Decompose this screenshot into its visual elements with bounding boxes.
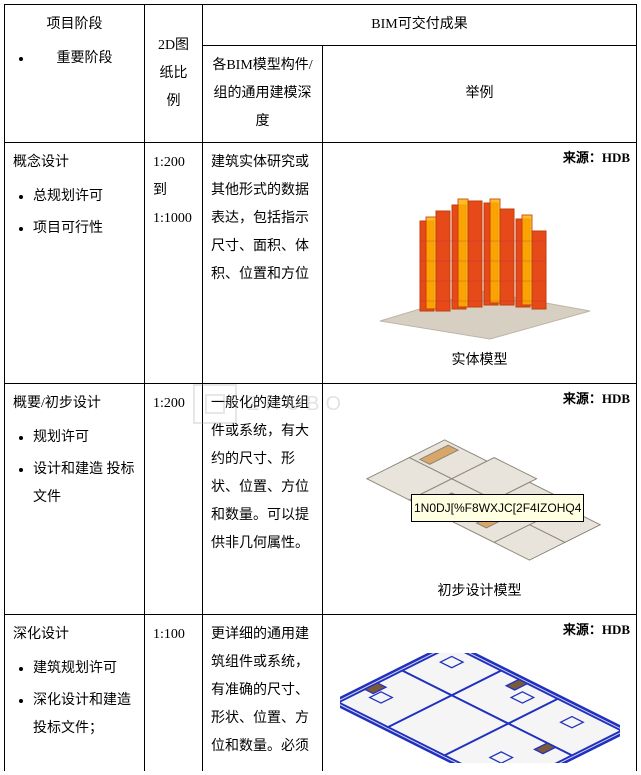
stage-bullet: 总规划许可 (33, 183, 136, 211)
stage-bullet: 规划许可 (33, 424, 136, 452)
table-row: 深化设计 建筑规划许可 深化设计和建造投标文件； 1:100 更详细的通用建筑组… (5, 615, 637, 772)
header-depth: 各BIM模型构件/组的通用建模深度 (203, 46, 323, 143)
desc-cell: 更详细的通用建筑组件或系统，有准确的尺寸、形状、位置、方位和数量。必须 (203, 615, 323, 772)
ratio-cell: 1:100 (145, 615, 203, 772)
header-stage-title: 项目阶段 (13, 11, 136, 39)
example-source: 来源：HDB (323, 384, 636, 418)
stage-bullets: 建筑规划许可 深化设计和建造投标文件； (13, 655, 136, 743)
stage-bullet: 深化设计和建造投标文件； (33, 687, 136, 743)
header-stage-bullet: 重要阶段 (33, 45, 136, 73)
example-cell: 来源：HDB (323, 615, 637, 772)
example-source: 来源：HDB (323, 615, 636, 649)
header-example: 举例 (323, 46, 637, 143)
stage-title: 概念设计 (13, 149, 136, 177)
stage-cell: 概念设计 总规划许可 项目可行性 (5, 143, 145, 384)
bim-deliverables-table: 项目阶段 重要阶段 2D图纸比例 BIM可交付成果 各BIM模型构件/组的通用建… (4, 4, 637, 771)
stage-bullet: 设计和建造 投标文件 (33, 456, 136, 512)
stage-cell: 概要/初步设计 规划许可 设计和建造 投标文件 (5, 384, 145, 615)
table-row: 概念设计 总规划许可 项目可行性 1:200到1:1000 建筑实体研究或其他形… (5, 143, 637, 384)
header-row-1: 项目阶段 重要阶段 2D图纸比例 BIM可交付成果 (5, 5, 637, 46)
header-stage: 项目阶段 重要阶段 (5, 5, 145, 143)
header-bim-span: BIM可交付成果 (203, 5, 637, 46)
example-caption: 初步设计模型 (331, 578, 628, 606)
tooltip: 1N0DJ[%F8WXJC[2F4IZOHQ4 (411, 494, 584, 522)
stage-bullets: 总规划许可 项目可行性 (13, 183, 136, 243)
header-ratio: 2D图纸比例 (145, 5, 203, 143)
ratio-cell: 1:200到1:1000 (145, 143, 203, 384)
desc-cell: ZHUBO 一般化的建筑组件或系统，有大约的尺寸、形状、位置、方位和数量。可以提… (203, 384, 323, 615)
example-cell: 来源：HDB 1N0DJ[%F8WXJC[2F4IZOHQ4 (323, 384, 637, 615)
desc-text: 一般化的建筑组件或系统，有大约的尺寸、形状、位置、方位和数量。可以提供非几何属性… (211, 396, 309, 551)
example-caption: 实体模型 (331, 347, 628, 375)
stage-bullets: 规划许可 设计和建造 投标文件 (13, 424, 136, 512)
stage-title: 深化设计 (13, 621, 136, 649)
example-cell: 来源：HDB (323, 143, 637, 384)
detailed-model-figure (340, 653, 620, 763)
stage-bullet: 建筑规划许可 (33, 655, 136, 683)
stage-bullet: 项目可行性 (33, 215, 136, 243)
desc-cell: 建筑实体研究或其他形式的数据表达，包括指示尺寸、面积、体积、位置和方位 (203, 143, 323, 384)
stage-title: 概要/初步设计 (13, 390, 136, 418)
stage-cell: 深化设计 建筑规划许可 深化设计和建造投标文件； (5, 615, 145, 772)
entity-model-figure (360, 181, 600, 341)
example-source: 来源：HDB (323, 143, 636, 177)
table-row: 概要/初步设计 规划许可 设计和建造 投标文件 1:200 ZHUBO 一般化的… (5, 384, 637, 615)
ratio-cell: 1:200 (145, 384, 203, 615)
